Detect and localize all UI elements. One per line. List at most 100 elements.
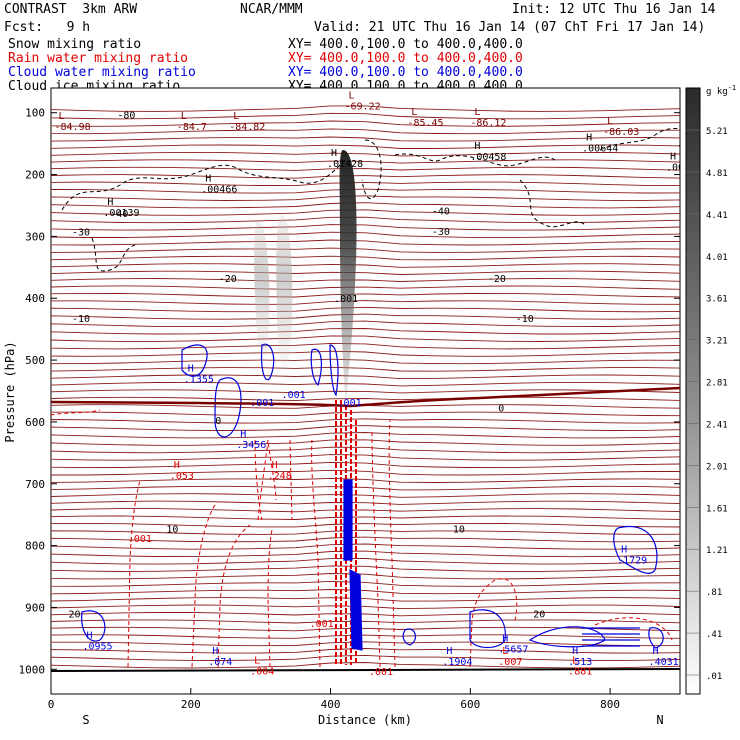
extremum-value: -84.98 xyxy=(54,122,90,133)
extremum-value: -86.12 xyxy=(470,118,506,129)
isotherm-line xyxy=(51,112,680,120)
y-tick-label: 300 xyxy=(25,230,45,243)
isotherm-line xyxy=(51,565,680,572)
temperature-label: -10 xyxy=(72,314,90,325)
rain-water-contours xyxy=(51,409,673,668)
extremum-type: H xyxy=(212,646,218,657)
extremum-type: H xyxy=(188,363,194,374)
isotherm-line xyxy=(51,151,680,157)
extremum-type: H xyxy=(502,634,508,645)
extremum-marker: L.007 xyxy=(498,646,522,668)
extremum-type: H xyxy=(205,174,211,185)
isotherm-line xyxy=(51,469,680,476)
extremum-value: .00139 xyxy=(103,208,139,219)
colorbar-label: 4.01 xyxy=(706,253,728,263)
model-organization: NCAR/MMM xyxy=(240,2,303,17)
colorbar-label: 2.41 xyxy=(706,420,728,430)
extremum-type: H xyxy=(107,197,113,208)
extremum-type: H xyxy=(174,460,180,471)
extremum-type: H xyxy=(621,545,627,556)
colorbar-label: 3.21 xyxy=(706,337,728,347)
extremum-value: .007 xyxy=(498,657,522,668)
isotherm-line xyxy=(51,389,680,394)
temperature-label: -40 xyxy=(110,209,128,220)
temperature-label: -20 xyxy=(219,274,237,285)
isotherm-line xyxy=(51,432,680,439)
temperature-label: -40 xyxy=(432,206,450,217)
extremum-value: .01428 xyxy=(327,159,363,170)
field-xy-cloud-water: XY= 400.0,100.0 to 400.0,400.0 xyxy=(288,65,523,80)
extremum-value: .1355 xyxy=(184,374,214,385)
x-end-label-north: N xyxy=(656,713,663,727)
temperature-label: -30 xyxy=(432,227,450,238)
temperature-label: 0 xyxy=(215,416,221,427)
extremum-type: H xyxy=(670,151,676,162)
isotherm-line xyxy=(51,454,680,461)
extremum-marker: H.513 xyxy=(568,646,592,668)
isotherm-line xyxy=(51,461,680,469)
extremum-type: H xyxy=(272,460,278,471)
cloud-ice-contours xyxy=(61,127,680,272)
isotherm-line xyxy=(51,662,680,669)
x-tick-label: 200 xyxy=(181,698,201,711)
extremum-marker: H.1355 xyxy=(184,363,214,385)
isotherm-line xyxy=(51,396,680,402)
extremum-type: L xyxy=(502,646,508,657)
temperature-label: -30 xyxy=(72,227,90,238)
extremum-value: -86.03 xyxy=(603,127,639,138)
y-tick-label: 700 xyxy=(25,478,45,491)
x-end-label-south: S xyxy=(82,713,89,727)
contour-value-label: .001 xyxy=(282,390,306,401)
extremum-value: .053 xyxy=(170,471,194,482)
temperature-label: 20 xyxy=(68,610,80,621)
isotherm-line xyxy=(51,425,680,431)
extremum-marker: L-84.82 xyxy=(229,111,265,133)
contour-value-label: .001 xyxy=(338,398,362,409)
colorbar-label: .81 xyxy=(706,588,722,598)
extremum-marker: H.00466 xyxy=(201,174,237,196)
extremum-marker: L-84.7 xyxy=(177,111,207,133)
contour-value-label: .001 xyxy=(310,619,334,630)
extremum-type: L xyxy=(411,107,417,118)
isotherm-line xyxy=(51,619,680,624)
temperature-label: 20 xyxy=(533,610,545,621)
extremum-marker: L.881 xyxy=(568,655,592,677)
extremum-marker: H.053 xyxy=(170,460,194,482)
colorbar-labels: 5.21 4.81 4.41 4.01 3.61 3.21 2.81 2.41 2.01 1.61… xyxy=(686,127,728,682)
snow-shading-mid xyxy=(276,215,293,372)
isotherm-line xyxy=(51,278,680,283)
field-xy-rain: XY= 400.0,100.0 to 400.0,400.0 xyxy=(288,51,523,66)
isotherm-line xyxy=(51,604,680,610)
cloud-water-contours xyxy=(81,343,664,651)
contour-value-labels: .001 .001 .001 .001 .001 .001 .001 .001 xyxy=(128,138,680,678)
temperature-contours xyxy=(51,105,680,669)
extremum-type: H xyxy=(653,646,659,657)
extremum-type: L xyxy=(474,107,480,118)
valid-time: Valid: 21 UTC Thu 16 Jan 14 (07 ChT Fri … xyxy=(314,20,706,35)
colorbar-label: 3.61 xyxy=(706,295,728,305)
extremum-marker: H.248 xyxy=(268,460,292,482)
colorbar-label: 2.81 xyxy=(706,379,728,389)
isotherm-line xyxy=(51,439,680,446)
isotherm-line xyxy=(51,612,680,617)
colorbar-label: 1.21 xyxy=(706,546,728,556)
snow-shading-left xyxy=(254,220,270,362)
x-tick-label: 400 xyxy=(321,698,341,711)
extremum-value: -84.7 xyxy=(177,122,207,133)
colorbar xyxy=(685,87,701,695)
extremum-marker: H.5657 xyxy=(498,634,528,656)
extremum-value: .881 xyxy=(568,666,592,677)
extremum-marker: H.074 xyxy=(208,646,232,668)
extremum-value: -85.45 xyxy=(407,118,443,129)
isotherm-line xyxy=(51,381,680,387)
ground-line xyxy=(51,668,680,672)
isotherm-line xyxy=(51,580,680,587)
extremum-type: H xyxy=(474,141,480,152)
y-tick-label: 500 xyxy=(25,354,45,367)
extremum-value: -69.22 xyxy=(345,102,381,113)
isotherm-line xyxy=(51,411,680,417)
extremum-marker: H.1904 xyxy=(442,646,472,668)
extremum-value: .1904 xyxy=(442,657,472,668)
extremum-type: L xyxy=(607,116,613,127)
